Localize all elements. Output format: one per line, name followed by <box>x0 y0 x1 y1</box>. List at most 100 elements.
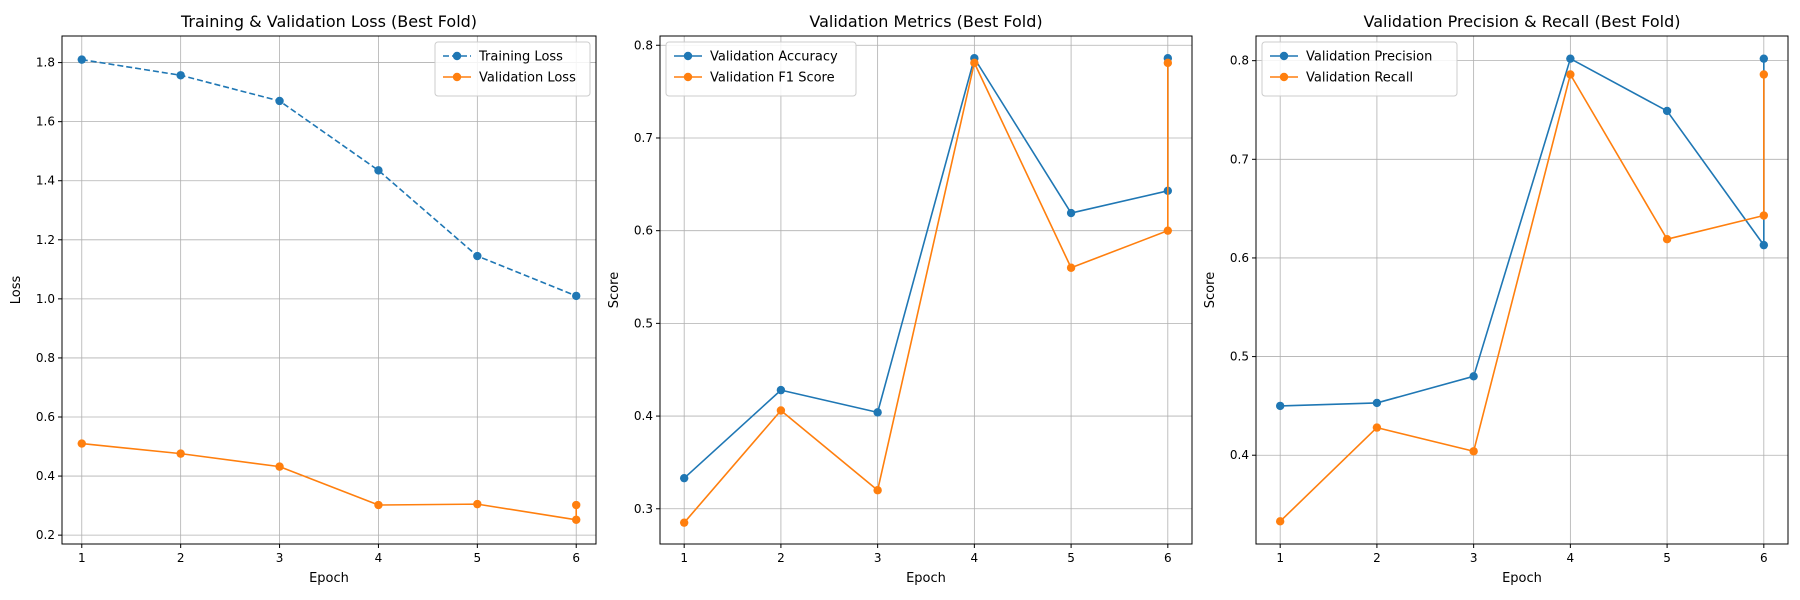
series-line-2 <box>683 62 1169 524</box>
legend-box <box>665 41 857 97</box>
data-point <box>77 439 86 448</box>
x-tick-label: 4 <box>971 551 979 565</box>
y-tick-label: 1.0 <box>36 292 55 306</box>
y-tick-label: 0.4 <box>1230 448 1249 462</box>
data-point <box>374 166 383 175</box>
x-axis-label: Epoch <box>906 571 946 586</box>
data-point <box>679 473 689 483</box>
legend-label: Validation Recall <box>1306 71 1413 86</box>
data-point <box>473 499 482 509</box>
x-tick-label: 5 <box>1067 551 1075 565</box>
data-point <box>776 406 786 415</box>
legend-label: Validation F1 Score <box>710 71 835 86</box>
data-point <box>275 96 284 106</box>
legend-marker <box>1279 51 1289 61</box>
y-tick-label: 1.2 <box>36 233 55 247</box>
x-tick-label: 3 <box>874 551 882 565</box>
data-point <box>473 251 482 261</box>
data-point <box>679 518 689 527</box>
y-tick-label: 1.6 <box>36 115 55 129</box>
series-line-2 <box>1279 73 1765 522</box>
legend-label: Validation Precision <box>1306 50 1432 65</box>
chart-title: Validation Metrics (Best Fold) <box>809 12 1042 31</box>
chart-title: Training & Validation Loss (Best Fold) <box>180 12 477 31</box>
x-tick-label: 2 <box>777 551 785 565</box>
series-line-2 <box>81 442 578 521</box>
y-tick-label: 0.6 <box>1230 251 1249 265</box>
data-point <box>1163 58 1173 68</box>
data-point <box>1469 447 1478 456</box>
y-tick-label: 0.4 <box>634 409 653 423</box>
data-point <box>275 462 284 471</box>
y-axis-label: Loss <box>9 276 24 305</box>
y-axis-label: Score <box>607 272 622 308</box>
series-line-1 <box>1280 57 1765 407</box>
legend-marker <box>1279 72 1289 82</box>
y-tick-label: 0.5 <box>634 316 653 330</box>
data-point <box>572 500 581 510</box>
axes-frame <box>659 35 1193 545</box>
legend-marker <box>683 51 693 61</box>
data-point <box>1759 70 1769 79</box>
x-tick-label: 1 <box>1276 551 1284 565</box>
legend-label: Validation Accuracy <box>710 50 838 65</box>
axes-frame <box>61 35 597 545</box>
y-tick-label: 1.8 <box>36 56 55 70</box>
axes-frame <box>1255 35 1789 545</box>
y-tick-label: 0.7 <box>1230 152 1249 166</box>
data-point <box>176 449 185 458</box>
data-point <box>572 515 581 524</box>
y-tick-label: 0.8 <box>1230 54 1249 68</box>
x-tick-label: 6 <box>1164 551 1172 565</box>
data-point <box>1662 235 1672 244</box>
legend-box <box>434 41 591 97</box>
series-line-1 <box>81 58 577 297</box>
x-axis-label: Epoch <box>1502 571 1542 586</box>
data-point <box>1163 226 1173 235</box>
data-point <box>1066 208 1076 218</box>
legend-marker <box>683 72 693 82</box>
x-axis-label: Epoch <box>309 571 349 586</box>
data-point <box>176 71 185 80</box>
legend-label: Validation Loss <box>479 71 576 86</box>
chart-panel-3: 1 2 3 4 5 6 0.4 0.5 0.6 0.7 0.8 Validation Precisio… <box>1203 12 1789 586</box>
legend: Validation Accuracy Validation F1 Score <box>665 41 857 97</box>
x-tick-label: 5 <box>474 551 482 565</box>
x-tick-label: 4 <box>375 551 383 565</box>
data-point <box>572 291 581 301</box>
x-tick-label: 6 <box>572 551 580 565</box>
y-tick-label: 1.4 <box>36 174 55 188</box>
chart-title: Validation Precision & Recall (Best Fold… <box>1364 12 1681 31</box>
legend: Training Loss Validation Loss <box>434 41 591 97</box>
x-tick-label: 6 <box>1760 551 1768 565</box>
y-tick-label: 0.8 <box>36 351 55 365</box>
legend-label: Training Loss <box>478 50 563 65</box>
x-tick-label: 4 <box>1567 551 1575 565</box>
y-tick-label: 0.2 <box>36 528 55 542</box>
legend-marker <box>452 51 462 61</box>
y-tick-label: 0.6 <box>36 410 55 424</box>
y-tick-label: 0.7 <box>634 131 653 145</box>
legend: Validation Precision Validation Recall <box>1261 41 1458 97</box>
data-point <box>1566 70 1575 79</box>
data-point <box>1469 372 1478 381</box>
data-point <box>1066 263 1076 272</box>
y-tick-label: 0.8 <box>634 38 653 52</box>
data-point <box>873 486 882 495</box>
data-point <box>1275 517 1285 526</box>
x-tick-label: 1 <box>78 551 86 565</box>
data-point <box>873 408 882 417</box>
x-tick-label: 2 <box>1373 551 1381 565</box>
chart-panel-1: 1 2 3 4 5 6 0.2 0.4 0.6 0.8 1.0 1.2 1.4 1.6 1.8 Trainin… <box>9 12 597 586</box>
data-point <box>1759 54 1769 63</box>
x-tick-label: 5 <box>1663 551 1671 565</box>
data-point <box>970 58 979 68</box>
legend-marker <box>452 72 462 82</box>
data-point <box>374 500 383 510</box>
y-tick-label: 0.4 <box>36 469 55 483</box>
y-axis-label: Score <box>1203 272 1218 308</box>
data-point <box>1759 211 1769 220</box>
data-point <box>1759 240 1769 250</box>
y-tick-label: 0.5 <box>1230 350 1249 364</box>
